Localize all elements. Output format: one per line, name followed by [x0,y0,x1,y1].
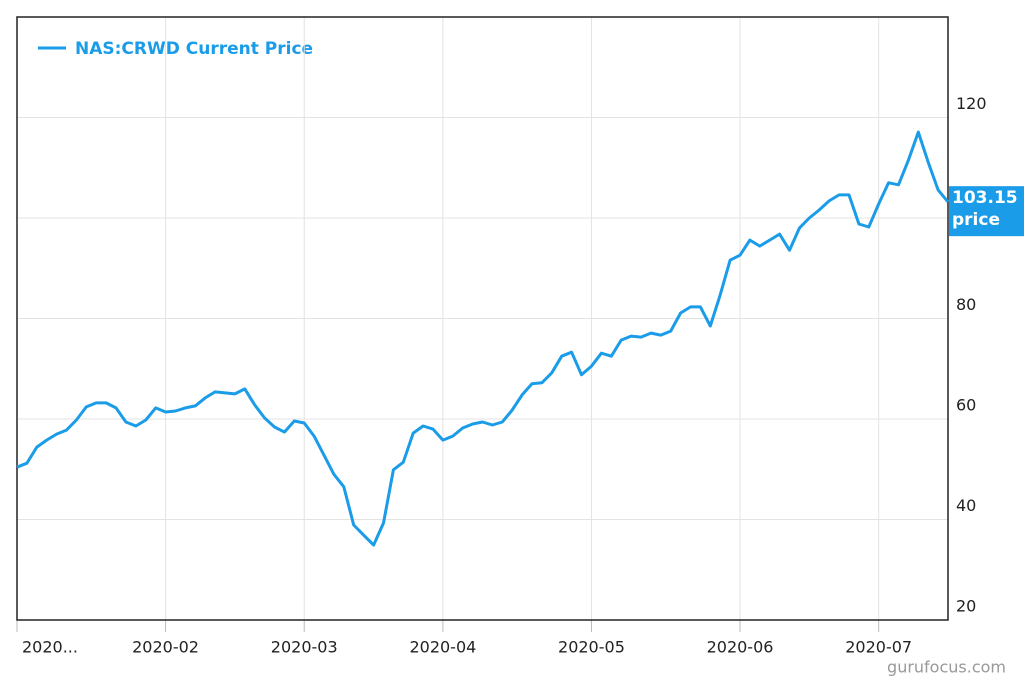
last-price-label: price [952,210,1000,230]
plot-frame [16,16,949,621]
price-line [16,130,950,547]
last-price-value: 103.15 [952,188,1018,208]
y-tick-label: 40 [956,496,976,515]
x-tick-label: 2020-02 [132,638,199,657]
x-tick-label: 2020... [22,638,78,657]
x-tick-label: 2020-04 [409,638,476,657]
x-tick-label: 2020-07 [845,638,912,657]
y-tick-label: 20 [956,597,976,616]
legend-label[interactable]: NAS:CRWD Current Price [75,39,313,59]
y-tick-label: 120 [956,94,987,113]
x-tick-label: 2020-06 [707,638,774,657]
x-tick-label: 2020-03 [271,638,338,657]
y-tick-label: 60 [956,396,976,415]
y-tick-label: 80 [956,295,976,314]
last-price-box [949,186,1024,237]
watermark: gurufocus.com [887,658,1006,677]
x-tick-label: 2020-05 [558,638,625,657]
